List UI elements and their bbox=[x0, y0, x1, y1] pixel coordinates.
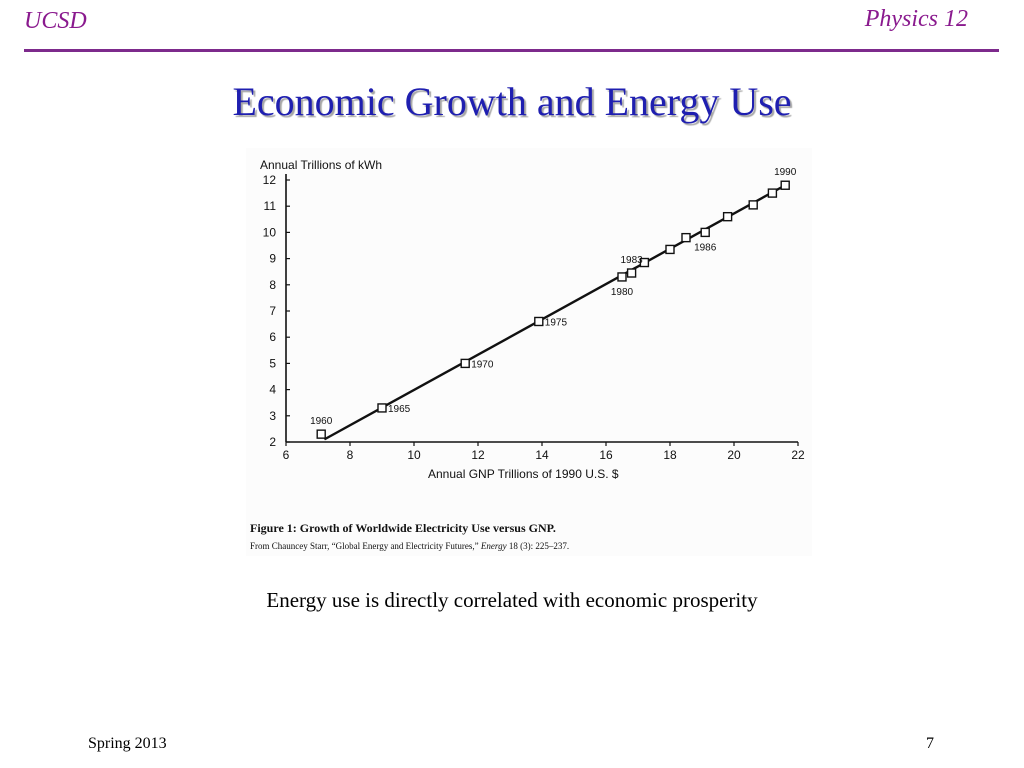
chart-data-point bbox=[767, 188, 778, 198]
chart-y-tick-label: 9 bbox=[269, 252, 276, 266]
header-rule bbox=[24, 49, 999, 52]
chart-data-point bbox=[665, 244, 675, 255]
chart-x-tick-label: 10 bbox=[407, 448, 421, 462]
chart-figure: 2 3 4 5 6 7 8 9 10 11 12 6 8 10 12 14 16 18 20 22 1960 1965 1… bbox=[246, 148, 812, 556]
chart-axes: 2 3 4 5 6 7 8 9 10 11 12 6 8 10 12 14 16 18 20 22 bbox=[263, 173, 805, 462]
chart-x-tick-label: 20 bbox=[727, 448, 741, 462]
figure-caption-source: From Chauncey Starr, “Global Energy and … bbox=[250, 541, 569, 551]
chart-point-labels: 1960 1965 1970 1975 1980 1983 1986 1990 bbox=[310, 167, 797, 427]
chart-data-point bbox=[460, 358, 470, 369]
chart-y-tick-label: 8 bbox=[269, 278, 276, 292]
chart-y-tick-label: 5 bbox=[269, 356, 276, 370]
header-left-text: UCSD bbox=[24, 8, 87, 34]
chart-points bbox=[316, 180, 790, 439]
chart-point-label: 1980 bbox=[611, 287, 634, 298]
chart-data-point bbox=[316, 429, 326, 439]
chart-data-point bbox=[377, 403, 387, 413]
chart-data-point bbox=[722, 211, 733, 222]
chart-x-axis-label: Annual GNP Trillions of 1990 U.S. $ bbox=[428, 467, 619, 481]
chart-data-point bbox=[780, 180, 790, 190]
chart-point-label: 1986 bbox=[694, 242, 717, 253]
chart-point-label: 1960 bbox=[310, 416, 333, 427]
figure-caption-source-suffix: 18 (3): 225–237. bbox=[509, 541, 569, 551]
chart-y-tick-label: 7 bbox=[269, 304, 276, 318]
chart-y-axis-label: Annual Trillions of kWh bbox=[260, 158, 382, 172]
chart-data-point bbox=[748, 200, 758, 210]
figure-caption-title: Figure 1: Growth of Worldwide Electricit… bbox=[250, 521, 556, 535]
chart-x-tick-label: 18 bbox=[663, 448, 677, 462]
chart-x-tick-label: 22 bbox=[791, 448, 805, 462]
slide-caption: Energy use is directly correlated with e… bbox=[266, 588, 758, 612]
chart-point-label: 1975 bbox=[545, 317, 568, 328]
footer-page-number: 7 bbox=[926, 735, 934, 752]
chart-x-tick-label: 14 bbox=[535, 448, 549, 462]
chart-x-tick-label: 8 bbox=[347, 448, 354, 462]
chart-x-tick-label: 12 bbox=[471, 448, 485, 462]
chart-point-label: 1983 bbox=[620, 255, 643, 266]
chart-y-tick-label: 4 bbox=[269, 383, 276, 397]
chart-y-tick-label: 10 bbox=[263, 225, 277, 239]
figure-caption-source-prefix: From Chauncey Starr, “Global Energy and … bbox=[250, 541, 479, 551]
chart-x-tick-label: 16 bbox=[599, 448, 613, 462]
chart-y-tick-label: 2 bbox=[269, 435, 276, 449]
chart-trend-line-group bbox=[323, 184, 786, 441]
chart-data-point bbox=[534, 316, 544, 327]
chart-data-point bbox=[626, 268, 637, 278]
figure-caption-source-journal: Energy bbox=[480, 541, 507, 551]
slide-title: Economic Growth and Energy Use bbox=[232, 79, 792, 124]
chart-trend-line bbox=[323, 184, 786, 441]
chart-point-label: 1965 bbox=[388, 404, 411, 415]
header-right-text: Physics 12 bbox=[864, 6, 968, 32]
chart-data-point bbox=[617, 272, 627, 282]
chart-y-tick-label: 11 bbox=[264, 199, 277, 213]
chart-point-label: 1990 bbox=[774, 167, 797, 178]
chart-point-label: 1970 bbox=[471, 359, 494, 370]
footer-left-text: Spring 2013 bbox=[88, 735, 167, 752]
chart-x-tick-label: 6 bbox=[283, 448, 290, 462]
chart-data-point bbox=[639, 257, 650, 268]
chart-y-tick-label: 3 bbox=[269, 409, 276, 423]
chart-data-point bbox=[700, 227, 710, 238]
chart-data-point bbox=[681, 232, 691, 243]
chart-y-tick-label: 12 bbox=[263, 173, 277, 187]
chart-y-tick-label: 6 bbox=[269, 330, 276, 344]
